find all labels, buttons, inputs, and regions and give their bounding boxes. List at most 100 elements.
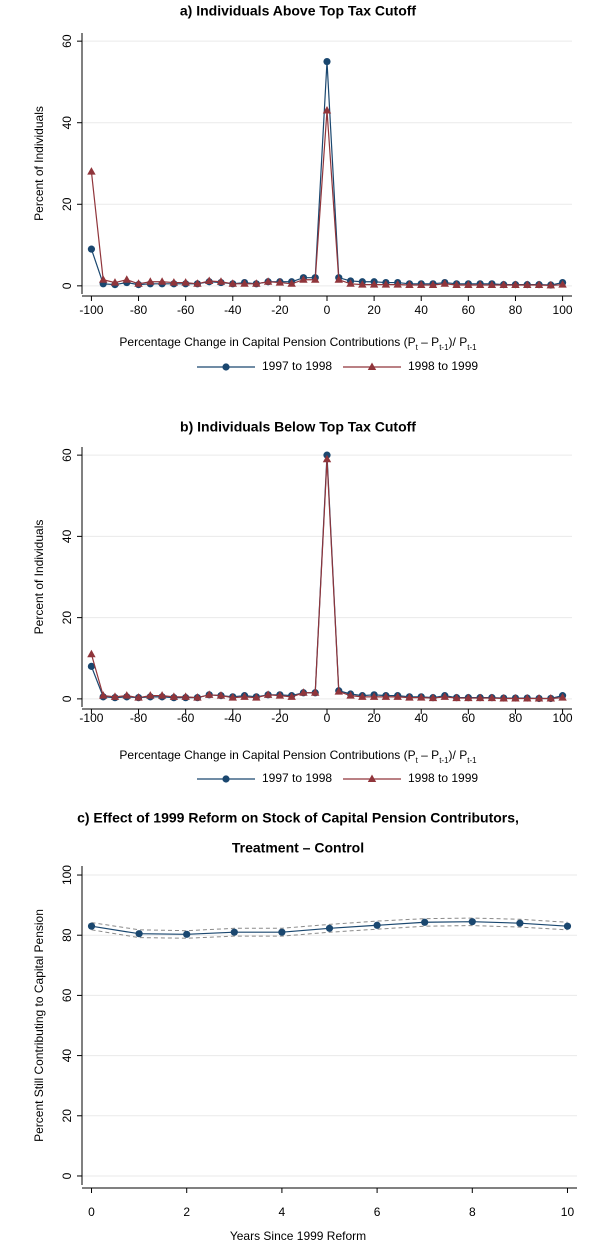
marker — [99, 691, 108, 699]
marker — [405, 280, 414, 289]
marker — [230, 928, 238, 936]
x-tick-label: 4 — [279, 1205, 286, 1219]
x-axis-label-part: Percentage Change in Capital Pension Con… — [119, 335, 415, 349]
marker — [110, 278, 120, 286]
marker — [252, 279, 261, 287]
x-axis-label-part: t-1 — [439, 343, 449, 352]
x-axis-label: Years Since 1999 Reform — [230, 1229, 366, 1243]
marker — [278, 928, 286, 936]
marker — [373, 921, 381, 929]
marker — [146, 277, 155, 285]
y-axis-label: Percent of Individuals — [32, 106, 46, 221]
x-axis-label-part: )/ P — [449, 335, 468, 349]
marker — [181, 278, 190, 286]
marker — [381, 280, 391, 288]
marker — [452, 693, 461, 702]
marker — [534, 693, 544, 702]
marker — [440, 279, 449, 287]
marker — [428, 280, 438, 289]
x-axis-label-part: t-1 — [439, 756, 449, 765]
marker — [146, 691, 155, 699]
y-tick-label: 40 — [60, 116, 74, 130]
marker — [222, 775, 230, 783]
marker — [252, 693, 261, 701]
y-axis-label: Percent of Individuals — [32, 520, 46, 635]
marker — [523, 693, 532, 702]
marker — [323, 57, 331, 66]
series-line — [90, 110, 563, 287]
chart-title: a) Individuals Above Top Tax Cutoff — [180, 3, 417, 19]
x-tick-label: -60 — [177, 711, 195, 725]
marker — [122, 691, 131, 699]
marker — [322, 454, 332, 463]
y-tick-label: 100 — [60, 865, 74, 885]
chart-title: b) Individuals Below Top Tax Cutoff — [180, 419, 416, 435]
marker — [511, 280, 520, 289]
marker — [475, 693, 485, 702]
x-tick-label: 0 — [324, 711, 331, 725]
marker — [369, 692, 379, 700]
x-axis-label-part: t-1 — [467, 343, 477, 352]
y-tick-label: 0 — [60, 282, 74, 289]
marker — [110, 692, 120, 700]
marker — [169, 278, 179, 286]
y-tick-label: 20 — [60, 197, 74, 211]
marker — [334, 687, 343, 695]
marker — [346, 279, 355, 287]
marker — [334, 275, 343, 283]
chart-title: c) Effect of 1999 Reform on Stock of Cap… — [77, 810, 519, 826]
x-axis-label-part: Percentage Change in Capital Pension Con… — [119, 748, 415, 762]
marker — [452, 280, 461, 289]
marker — [358, 280, 367, 288]
marker — [367, 774, 377, 782]
marker — [516, 919, 524, 927]
marker — [534, 280, 544, 289]
y-tick-label: 0 — [60, 1172, 74, 1179]
marker — [546, 280, 555, 289]
x-tick-label: 0 — [324, 303, 331, 317]
x-tick-label: -100 — [79, 711, 103, 725]
x-tick-label: 20 — [367, 711, 381, 725]
y-tick-label: 60 — [60, 988, 74, 1002]
marker — [487, 280, 497, 289]
y-tick-label: 0 — [60, 695, 74, 702]
marker — [87, 662, 96, 670]
series-line — [90, 459, 563, 700]
marker — [511, 693, 520, 702]
marker — [311, 275, 320, 283]
chart-title: Treatment – Control — [232, 840, 364, 856]
marker — [325, 924, 334, 932]
marker — [417, 280, 426, 289]
marker — [428, 693, 438, 702]
marker — [87, 167, 96, 175]
y-tick-label: 40 — [60, 529, 74, 543]
marker — [157, 277, 167, 285]
x-tick-label: 0 — [88, 1205, 95, 1219]
marker — [487, 693, 497, 702]
marker — [134, 693, 143, 701]
x-tick-label: 2 — [183, 1205, 190, 1219]
marker — [393, 280, 402, 288]
x-tick-label: 20 — [367, 303, 381, 317]
x-tick-label: -40 — [224, 303, 242, 317]
x-tick-label: 100 — [553, 711, 573, 725]
marker — [499, 280, 508, 289]
marker — [287, 279, 296, 287]
legend-label: 1997 to 1998 — [262, 771, 332, 785]
x-axis-label-part: t — [416, 756, 419, 765]
y-tick-label: 20 — [60, 1109, 74, 1123]
marker — [205, 690, 214, 698]
x-tick-label: 6 — [374, 1205, 381, 1219]
x-tick-label: 40 — [415, 711, 429, 725]
marker — [523, 280, 532, 289]
legend-label: 1998 to 1999 — [408, 359, 478, 373]
marker — [135, 930, 143, 938]
marker — [468, 918, 476, 926]
marker — [440, 692, 449, 700]
marker — [287, 692, 296, 700]
marker — [157, 691, 167, 699]
x-tick-label: -100 — [79, 303, 103, 317]
ci-line — [91, 925, 568, 939]
marker — [87, 245, 96, 253]
